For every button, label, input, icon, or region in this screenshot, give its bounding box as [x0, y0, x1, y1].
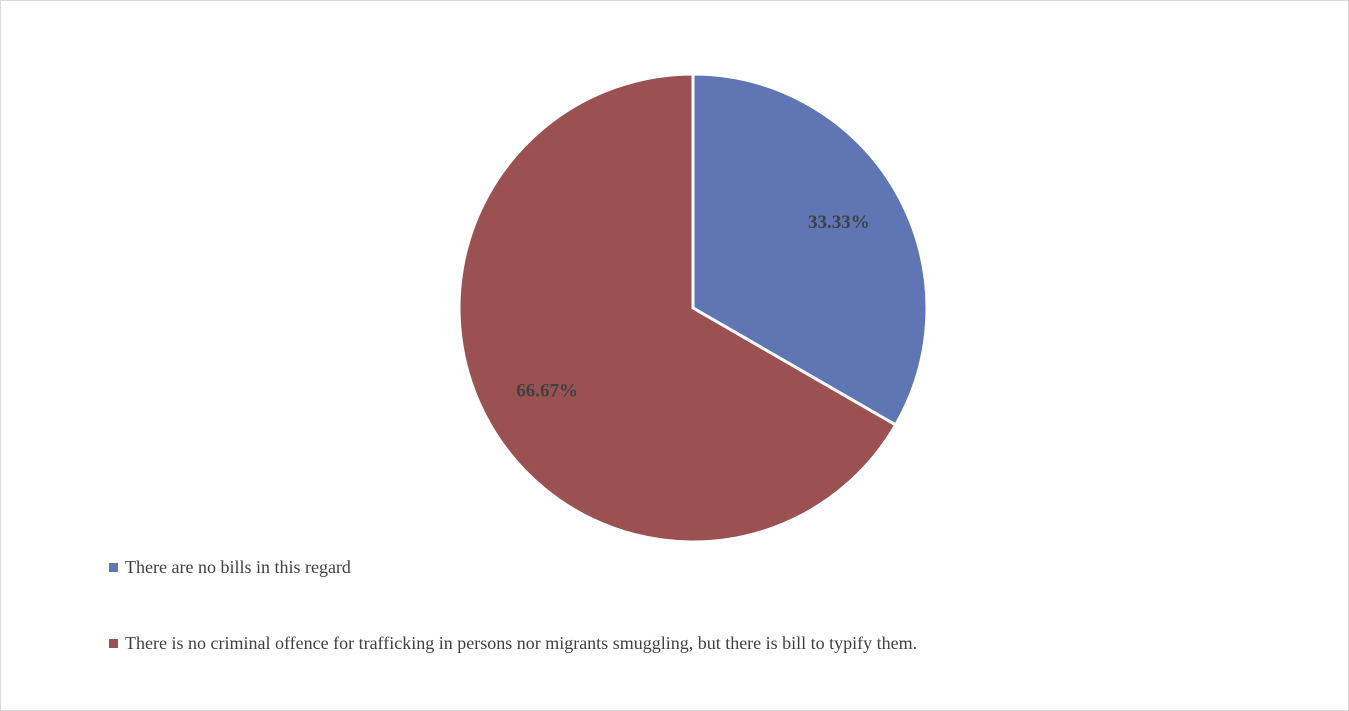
legend-label-no-bills: There are no bills in this regard — [125, 556, 351, 577]
legend-swatch-no-bills — [109, 562, 118, 572]
data-label-no-bills: 33.33% — [808, 212, 870, 233]
legend-item-no-bills: There are no bills in this regard — [109, 553, 1329, 581]
legend-item-bill-to-typify: There is no criminal offence for traffic… — [109, 629, 1329, 657]
data-label-bill-to-typify: 66.67% — [516, 381, 578, 402]
legend-label-bill-to-typify: There is no criminal offence for traffic… — [125, 632, 918, 653]
pie-slice-no-bills — [691, 72, 929, 427]
legend-swatch-bill-to-typify — [109, 638, 118, 648]
pie-slice-bill-to-typify — [457, 72, 898, 544]
chart-legend: There are no bills in this regard There … — [109, 553, 1329, 657]
